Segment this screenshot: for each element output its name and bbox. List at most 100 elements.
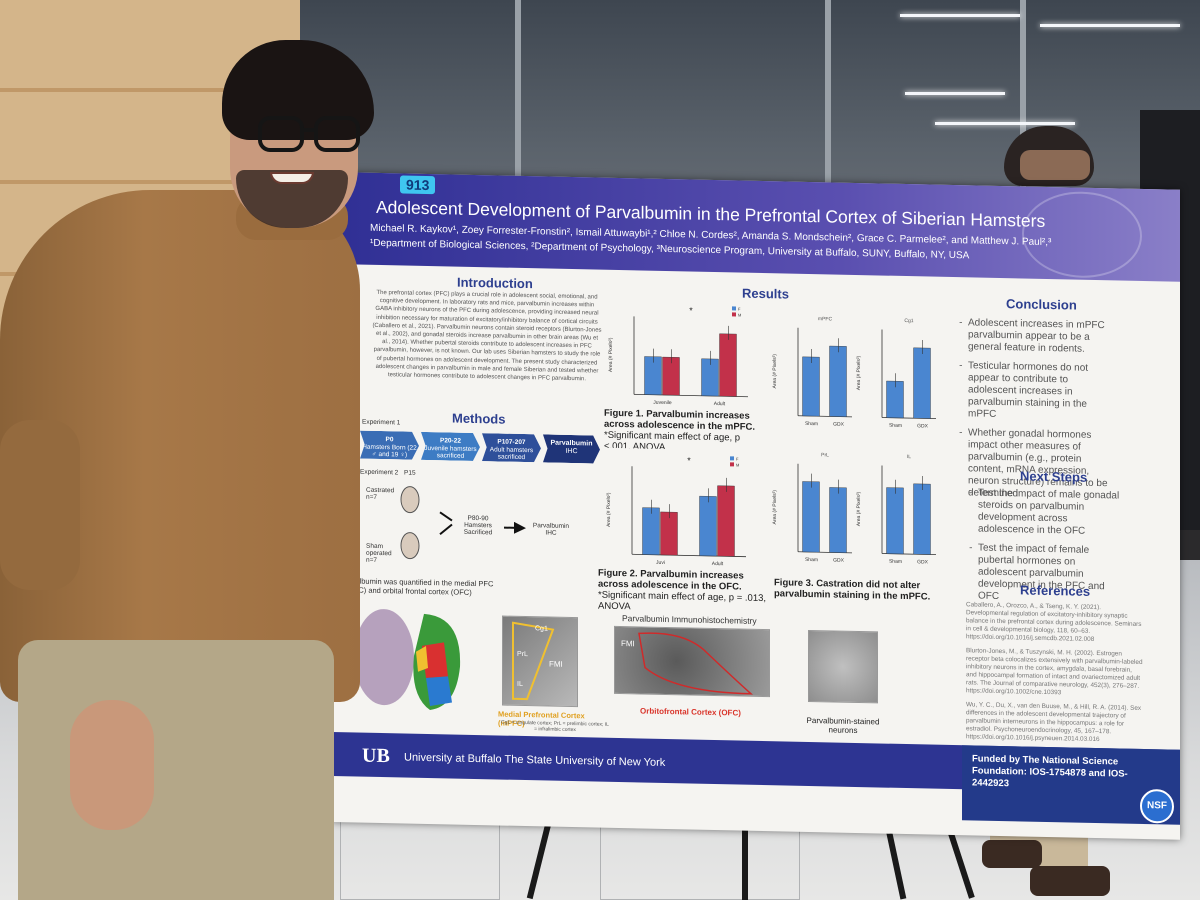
prl-label: PrL (517, 650, 528, 659)
y-axis-label: Area (# Pixels²) (772, 490, 778, 525)
quantified-text: Parvalbumin was quantified in the medial… (340, 576, 494, 597)
chart-title: IL (907, 454, 911, 460)
fmi-label: FMI (549, 659, 563, 669)
research-poster: 913 Adolescent Development of Parvalbumi… (332, 172, 1180, 840)
y-axis-label: Area (# Pixels²) (608, 337, 614, 372)
figure3-cg1-chart: Cg1 Area (# Pixels²) Sham GDX (852, 310, 942, 433)
reference-item: Caballero, A., Orozco, A., & Tseng, K. Y… (966, 601, 1142, 643)
hamster-diagram (400, 486, 526, 560)
x-tick-label: Adult (712, 561, 724, 567)
bar (913, 483, 931, 555)
brain-region-red (422, 642, 448, 678)
window-frame (515, 0, 521, 250)
bar (829, 345, 847, 417)
bar (717, 485, 735, 557)
mpfc-region-outline (512, 621, 555, 701)
ofc-micrograph: FMI (614, 625, 770, 698)
ihc-title: Parvalbumin Immunohistochemistry (622, 613, 757, 626)
results-heading: Results (742, 285, 789, 302)
introduction-heading: Introduction (457, 274, 533, 292)
references-heading: References (1020, 582, 1091, 599)
bar (829, 487, 847, 553)
significance-marker: * (689, 305, 693, 315)
bar (701, 358, 719, 397)
figure2-caption: Figure 2. Parvalbumin increases across a… (598, 567, 767, 613)
bar (886, 487, 904, 555)
methods-heading: Methods (452, 410, 506, 427)
university-seal-watermark (1022, 190, 1142, 279)
bar (886, 380, 904, 419)
easel-leg (742, 800, 748, 900)
hamster-icon (400, 532, 420, 560)
reference-item: Blurton-Jones, M., & Tuszynski, M. H. (2… (966, 647, 1143, 697)
ceiling-light (1040, 24, 1180, 27)
experiment-1-timeline: P0 Hamsters Born (22 ♂ and 19 ♀) P20-22 Ju… (360, 431, 600, 466)
timeline-step: Parvalbumin IHC (543, 434, 600, 463)
person-pants (18, 640, 334, 900)
chart-title: Cg1 (904, 318, 913, 324)
poster-number-badge: 913 (400, 175, 436, 195)
timeline-step: P0 Hamsters Born (22 ♂ and 19 ♀) (360, 431, 419, 460)
x-tick-label: Sham (889, 423, 902, 429)
y-axis-label: Area (# Pixels²) (856, 491, 862, 526)
ofc-region-outline (638, 632, 753, 695)
introduction-text: The prefrontal cortex (PFC) plays a cruc… (372, 289, 602, 383)
figure3-prl-chart: PrL Area (# Pixels²) Sham GDX (768, 445, 858, 568)
glasses-bridge (304, 128, 318, 132)
bar (719, 333, 737, 397)
x-tick-label: Sham (889, 559, 902, 565)
arrow-icon (439, 511, 453, 536)
ihc-label: Parvalbumin IHC (532, 522, 570, 537)
bar (802, 356, 820, 417)
bar (662, 356, 680, 396)
glasses-lens (258, 116, 304, 152)
window-frame (1020, 0, 1026, 250)
timeline-step: P20-22 Juvenile hamsters sacrificed (421, 432, 480, 461)
brain-region-yellow (416, 645, 428, 672)
chart-title: PrL (821, 452, 829, 458)
x-tick-label: GDX (833, 421, 844, 427)
p80-label: P80-90 Hamsters Sacrificed (463, 514, 493, 537)
hamster-icon (400, 486, 420, 514)
person-hand (70, 700, 154, 830)
neurons-label: Parvalbumin-stained neurons (806, 715, 880, 736)
x-tick-label: Adult (714, 401, 726, 407)
brain-section-stain (354, 609, 414, 706)
legend-swatch (732, 306, 736, 311)
significance-marker: * (687, 455, 691, 465)
figure1-chart: Area (# Pixels²) Juvenile Adult * FM (604, 297, 754, 411)
background-person-shoe (982, 840, 1042, 868)
legend-label: M (738, 313, 741, 318)
legend-label: M (736, 462, 739, 467)
timeline-step: P107-207 Adult hamsters sacrificed (482, 433, 541, 462)
x-tick-label: Sham (805, 557, 818, 563)
y-axis-label: Area (# Pixels²) (772, 354, 778, 389)
legend-label: F (736, 456, 739, 461)
neurons-micrograph (808, 629, 878, 704)
figure2-chart: Area (# Pixels²) Juvi Adult * FM (602, 447, 752, 571)
experiment-2-label: Experiment 2 (360, 468, 399, 477)
cg1-label: Cg1 (535, 625, 548, 633)
poster-header: 913 Adolescent Development of Parvalbumi… (332, 172, 1180, 282)
person-smile (270, 172, 314, 184)
legend-swatch (732, 312, 736, 317)
ub-logo: UB (362, 744, 390, 768)
fmi-label: FMI (621, 639, 635, 649)
x-tick-label: GDX (833, 557, 844, 563)
background-person-face (1020, 150, 1090, 180)
background-person-shoe (1030, 866, 1110, 896)
figure3-caption: Figure 3. Castration did not alter parva… (774, 577, 931, 603)
y-axis-label: Area (# Pixels²) (856, 355, 862, 390)
legend-swatch (730, 462, 734, 467)
figure3-il-chart: IL Area (# Pixels²) Sham GDX (852, 446, 942, 569)
bar (913, 347, 931, 419)
references-list: Caballero, A., Orozco, A., & Tseng, K. Y… (966, 601, 1144, 745)
x-tick-label: Juvenile (653, 400, 672, 406)
mpfc-micrograph: Cg1 PrL IL FMI (502, 615, 578, 708)
mpfc-note: Cg1 = cingulate cortex; PrL = prelimbic … (501, 719, 609, 734)
x-tick-label: GDX (917, 559, 928, 565)
person-arm (0, 420, 80, 590)
glasses-lens (314, 116, 360, 152)
brain-region-blue (426, 676, 452, 707)
bar (644, 356, 662, 396)
